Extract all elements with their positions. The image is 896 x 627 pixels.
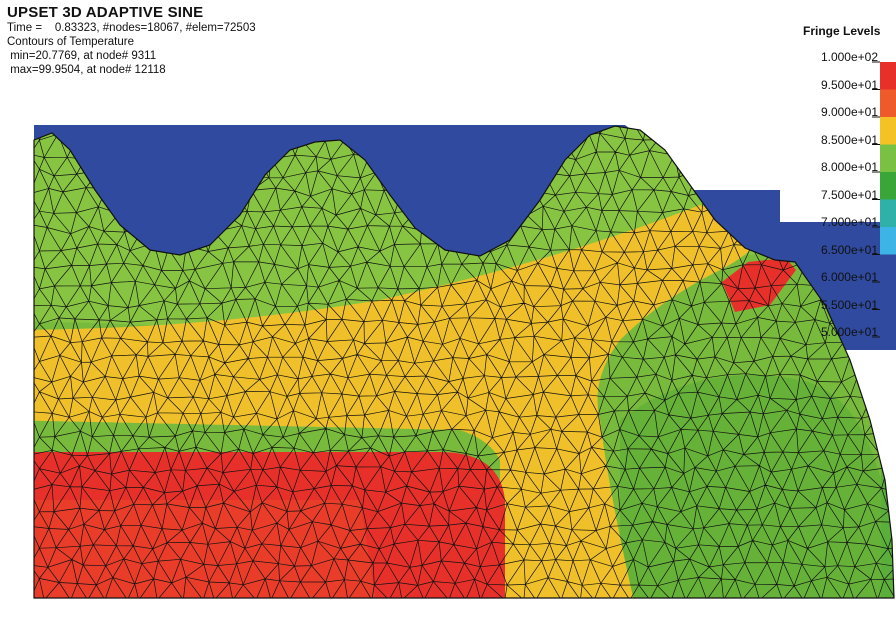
legend-level-label: 9.000e+01 (820, 105, 878, 119)
legend-swatch (880, 144, 896, 172)
plot-title: UPSET 3D ADAPTIVE SINE (7, 4, 204, 21)
legend-swatch (880, 282, 896, 310)
legend-level-label: 5.500e+01 (820, 297, 878, 312)
legend-level-label: 8.000e+01 (820, 160, 878, 174)
contour-type: Contours of Temperature (7, 36, 134, 48)
plot-header: UPSET 3D ADAPTIVE SINE Time = 0.83323, #… (7, 5, 256, 77)
legend-swatch (880, 227, 896, 255)
legend-level-label: 5.000e+01 (820, 325, 878, 339)
min-value: min=20.7769, at node# 9311 (7, 50, 157, 62)
legend-swatch (880, 117, 896, 145)
legend-level-label: 7.500e+01 (820, 187, 878, 202)
legend-level-label: 7.000e+01 (820, 215, 878, 229)
max-value: max=99.9504, at node# 12118 (7, 64, 166, 76)
legend-swatch (880, 172, 896, 200)
legend-level-label: 6.500e+01 (820, 242, 878, 257)
legend-level-label: 1.000e+02 (820, 50, 878, 64)
legend-level-label: 9.500e+01 (820, 77, 878, 92)
legend-level-label: 6.000e+01 (820, 270, 878, 284)
legend-title: Fringe Levels (803, 24, 881, 38)
time-info: Time = 0.83323, #nodes=18067, #elem=7250… (7, 22, 256, 34)
legend-swatch (880, 199, 896, 227)
legend-swatch (880, 254, 896, 282)
legend-swatch (880, 309, 896, 337)
legend-level-label: 8.500e+01 (820, 132, 878, 147)
legend-swatch (880, 89, 896, 117)
legend-swatch (880, 62, 896, 90)
fringe-legend-swatches (872, 61, 896, 338)
